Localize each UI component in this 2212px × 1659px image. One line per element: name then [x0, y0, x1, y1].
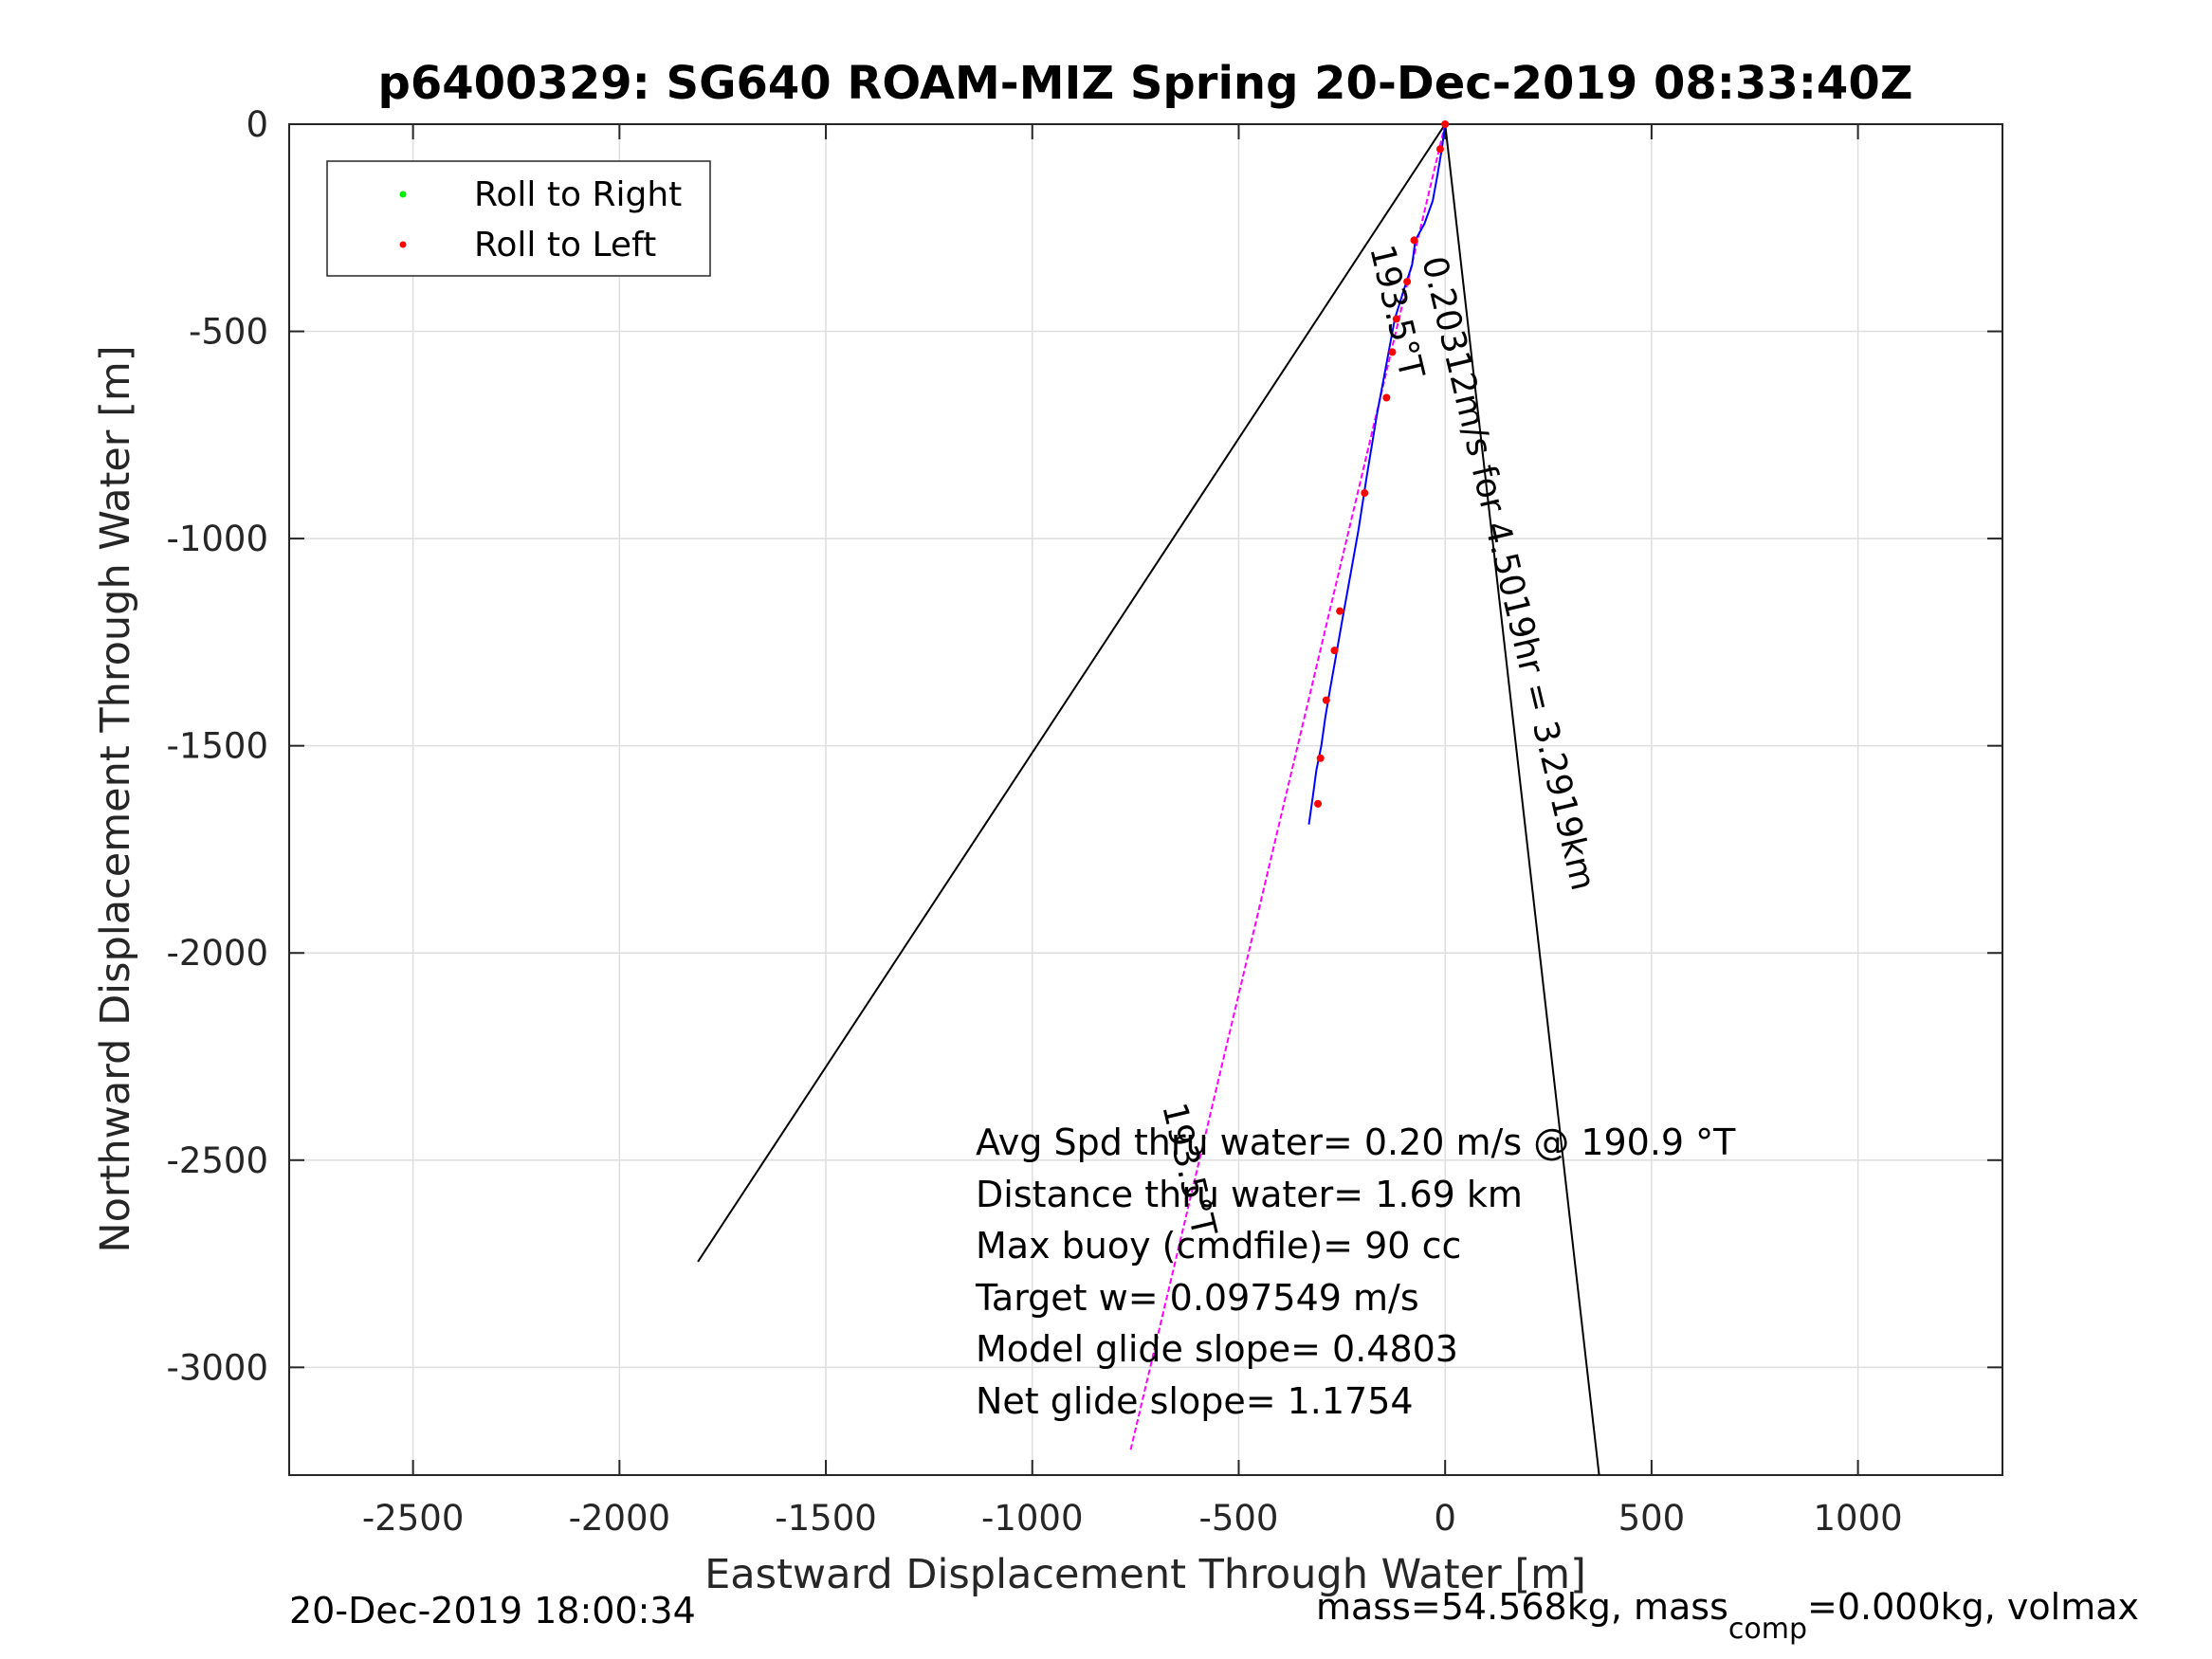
track-series	[1307, 123, 1447, 825]
y-tick-label: 0	[246, 104, 268, 145]
footer-timestamp: 20-Dec-2019 18:00:34	[289, 1590, 696, 1632]
x-axis-ticks: -2500 -2000 -1500 -1000 -500 0 500 1000	[362, 124, 1903, 1539]
y-tick-label: -3000	[166, 1347, 268, 1388]
fan-line-series	[1444, 123, 1600, 1476]
stat-target-w: Target w= 0.097549 m/s	[975, 1277, 1419, 1319]
y-axis-ticks: 0 -500 -1000 -1500 -2000 -2500 -3000	[166, 104, 2002, 1388]
y-tick-label: -1000	[166, 519, 268, 559]
x-tick-label: 500	[1618, 1498, 1686, 1539]
x-tick-label: 0	[1434, 1498, 1456, 1539]
legend-label-roll-left: Roll to Left	[474, 226, 656, 264]
roll-left-point	[1392, 315, 1400, 323]
footer-mass-info: mass=54.568kg, masscomp=0.000kg, volmax	[1316, 1586, 2139, 1646]
x-tick-label: -1500	[775, 1498, 877, 1539]
stat-avg-speed: Avg Spd thru water= 0.20 m/s @ 190.9 °T	[976, 1121, 1736, 1163]
x-axis-label: Eastward Displacement Through Water [m]	[704, 1551, 1586, 1598]
roll-left-point	[1316, 754, 1325, 762]
legend-box	[326, 160, 711, 277]
roll-left-point	[1403, 278, 1412, 286]
legend-marker-roll-right	[399, 191, 407, 198]
roll-left-point	[1330, 647, 1339, 655]
roll-left-point	[1410, 236, 1418, 245]
roll-left-point	[1314, 799, 1323, 808]
x-tick-label: -1000	[981, 1498, 1084, 1539]
stat-model-glide: Model glide slope= 0.4803	[976, 1328, 1458, 1370]
roll-left-point	[1382, 393, 1391, 402]
y-tick-label: -2000	[166, 933, 268, 974]
grid-lines	[289, 123, 2002, 1475]
footer-mass-sub: comp	[1728, 1613, 1807, 1646]
legend-label-roll-right: Roll to Right	[474, 175, 682, 214]
x-tick-label: -2500	[362, 1498, 465, 1539]
stats-annotation: Avg Spd thru water= 0.20 m/s @ 190.9 °T …	[975, 1121, 1736, 1422]
chart-title: p6400329: SG640 ROAM-MIZ Spring 20-Dec-2…	[377, 57, 1912, 110]
roll-markers	[1314, 120, 1450, 808]
roll-left-point	[1361, 489, 1369, 498]
legend-marker-roll-left	[399, 241, 407, 248]
y-axis-label: Northward Displacement Through Water [m]	[92, 345, 139, 1252]
x-tick-label: -2000	[569, 1498, 671, 1539]
roll-left-point	[1435, 145, 1444, 154]
plot-area-frame	[288, 123, 2003, 1476]
y-tick-label: -1500	[166, 726, 268, 767]
stat-distance: Distance thru water= 1.69 km	[976, 1174, 1523, 1215]
speed-distance-label: 0.20312m/s for 4.5019hr = 3.2919km	[1414, 253, 1602, 895]
roll-left-point	[1336, 607, 1344, 615]
footer-mass-suffix: =0.000kg, volmax	[1807, 1586, 2139, 1628]
roll-left-point	[1388, 348, 1397, 356]
legend: Roll to Right Roll to Left	[326, 160, 711, 277]
data-series	[697, 123, 1600, 1476]
x-tick-label: -500	[1198, 1498, 1278, 1539]
roll-left-point	[1322, 696, 1330, 704]
roll-left-point	[1441, 120, 1450, 128]
footer-mass-prefix: mass=54.568kg, mass	[1316, 1586, 1728, 1628]
y-tick-label: -500	[189, 312, 268, 353]
heading-line-series	[1129, 123, 1447, 1451]
stat-max-buoy: Max buoy (cmdfile)= 90 cc	[976, 1225, 1461, 1267]
fan-line-series	[697, 123, 1447, 1263]
y-tick-label: -2500	[166, 1140, 268, 1181]
x-tick-label: 1000	[1814, 1498, 1903, 1539]
stat-net-glide: Net glide slope= 1.1754	[976, 1380, 1414, 1422]
